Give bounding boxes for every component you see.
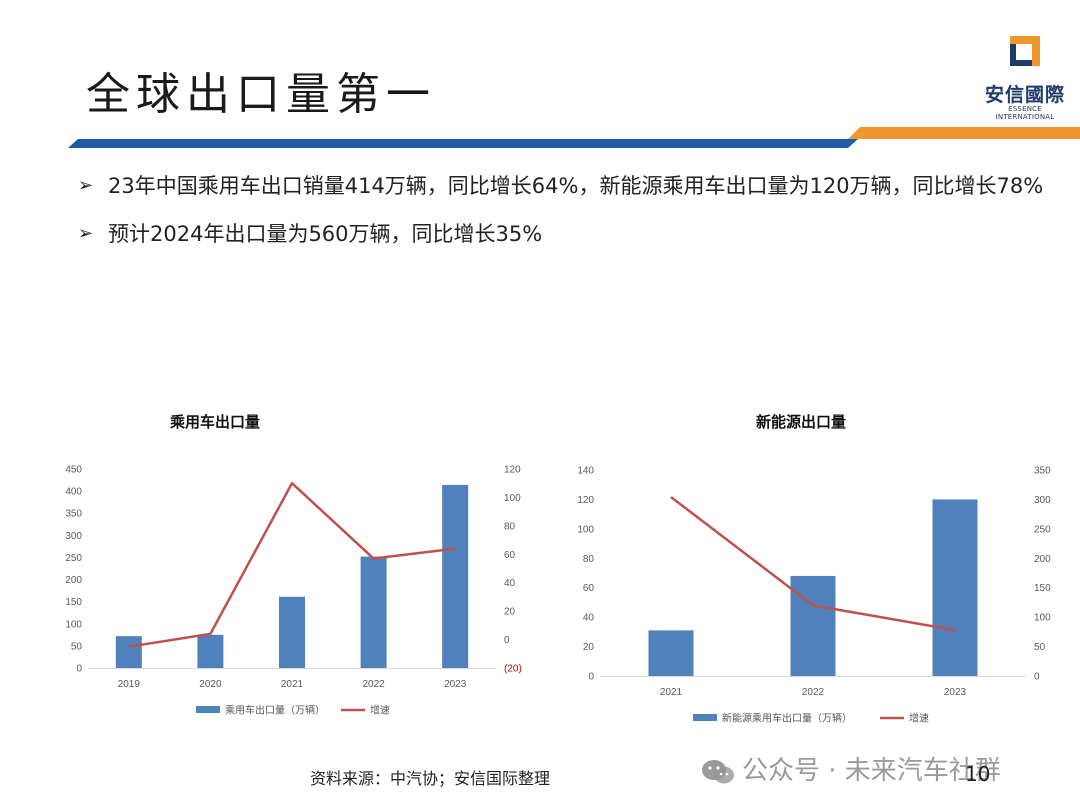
x-tick-label: 2021: [281, 679, 304, 690]
y-tick-label-right: 0: [1034, 672, 1040, 683]
y-tick-label-left: 60: [583, 583, 595, 594]
wechat-icon: [702, 759, 734, 783]
y-tick-label-right: 250: [1034, 524, 1051, 535]
passenger-export-chart: 0 50 100 150 200 250 300 350 400 450 (20) 0 20 40 60 80…: [65, 465, 522, 717]
page-title: 全球出口量第一: [86, 69, 436, 120]
y-tick-label-left: 100: [577, 524, 594, 535]
page-number: 10: [965, 762, 991, 786]
y-tick-label-right: 0: [504, 635, 510, 646]
y-tick-label-left: 80: [583, 554, 595, 565]
y-tick-label-left: 100: [65, 619, 82, 630]
bar: [442, 484, 469, 668]
y-tick-label-right: (20): [504, 664, 522, 675]
x-tick-label: 2020: [199, 679, 222, 690]
legend-label-line: 增速: [370, 704, 390, 717]
y-tick-label-right: 200: [1034, 554, 1051, 565]
bullet-text: 预计2024年出口量为560万辆，同比增长35%: [108, 222, 543, 246]
bar: [115, 636, 142, 668]
y-tick-label-left: 450: [65, 465, 82, 476]
y-tick-label-left: 0: [76, 664, 82, 675]
y-tick-label-left: 140: [577, 466, 594, 477]
y-tick-label-left: 350: [65, 509, 82, 520]
x-tick-label: 2023: [944, 687, 967, 698]
legend-label-bar: 乘用车出口量（万辆）: [225, 704, 325, 717]
watermark: 公众号 · 未来汽车社群: [700, 750, 1001, 787]
bar: [648, 630, 694, 676]
bar: [279, 596, 305, 668]
legend-label-line: 增速: [909, 712, 929, 725]
legend-label-bar: 新能源乘用车出口量（万辆）: [722, 712, 852, 725]
bullet-item: ➢ 预计2024年出口量为560万辆，同比增长35%: [78, 218, 1058, 250]
header-banner: [68, 127, 1080, 148]
logo-text: 安信國際: [984, 84, 1065, 106]
bullet-item: ➢ 23年中国乘用车出口销量414万辆，同比增长64%，新能源乘用车出口量为12…: [78, 170, 1058, 202]
y-tick-label-right: 350: [1034, 466, 1051, 477]
y-tick-label-left: 300: [65, 531, 82, 542]
bar: [197, 634, 224, 668]
arrow-right-icon: ➢: [78, 223, 94, 244]
y-tick-label-left: 40: [583, 613, 595, 624]
chart-title: 乘用车出口量: [170, 413, 261, 431]
y-tick-label-right: 40: [504, 578, 516, 589]
x-tick-label: 2022: [802, 687, 825, 698]
legend-swatch-bar: [196, 706, 220, 713]
logo-subtext: ESSENCE INTERNATIONAL: [995, 105, 1055, 121]
y-tick-label-left: 150: [65, 597, 82, 608]
x-tick-label: 2019: [118, 679, 141, 690]
legend-swatch-bar: [693, 714, 717, 721]
company-logo: 安信國際 ESSENCE INTERNATIONAL: [980, 36, 1070, 121]
y-tick-label-right: 150: [1034, 583, 1051, 594]
y-tick-label-left: 120: [577, 495, 594, 506]
y-tick-label-right: 50: [1034, 642, 1046, 653]
y-tick-label-left: 400: [65, 487, 82, 498]
x-tick-label: 2023: [444, 679, 467, 690]
logo-mark-icon: [1010, 36, 1040, 66]
arrow-right-icon: ➢: [78, 175, 94, 196]
y-tick-label-right: 300: [1034, 495, 1051, 506]
y-tick-label-left: 200: [65, 575, 82, 586]
source-note: 资料来源：中汽协；安信国际整理: [310, 769, 551, 788]
y-tick-label-left: 20: [583, 642, 595, 653]
bar: [360, 556, 387, 668]
y-tick-label-right: 60: [504, 550, 516, 561]
y-tick-label-right: 20: [504, 607, 516, 618]
bar: [932, 499, 978, 676]
y-tick-label-left: 250: [65, 553, 82, 564]
y-tick-label-left: 0: [588, 672, 594, 683]
chart-title: 新能源出口量: [756, 413, 847, 431]
y-tick-label-right: 100: [1034, 613, 1051, 624]
watermark-text: 公众号 · 未来汽车社群: [742, 756, 1001, 786]
y-tick-label-right: 100: [504, 493, 521, 504]
y-tick-label-left: 50: [71, 641, 83, 652]
bullet-text: 23年中国乘用车出口销量414万辆，同比增长64%，新能源乘用车出口量为120万…: [108, 174, 1044, 198]
x-tick-label: 2021: [660, 687, 683, 698]
y-tick-label-right: 80: [504, 521, 516, 532]
bar: [790, 575, 836, 676]
bullet-list: ➢ 23年中国乘用车出口销量414万辆，同比增长64%，新能源乘用车出口量为12…: [78, 170, 1058, 266]
x-tick-label: 2022: [362, 679, 385, 690]
nev-export-chart: 0 20 40 60 80 100 120 140 0 50 100 150 200 250 300 350 2…: [577, 466, 1051, 725]
y-tick-label-right: 120: [504, 465, 521, 476]
